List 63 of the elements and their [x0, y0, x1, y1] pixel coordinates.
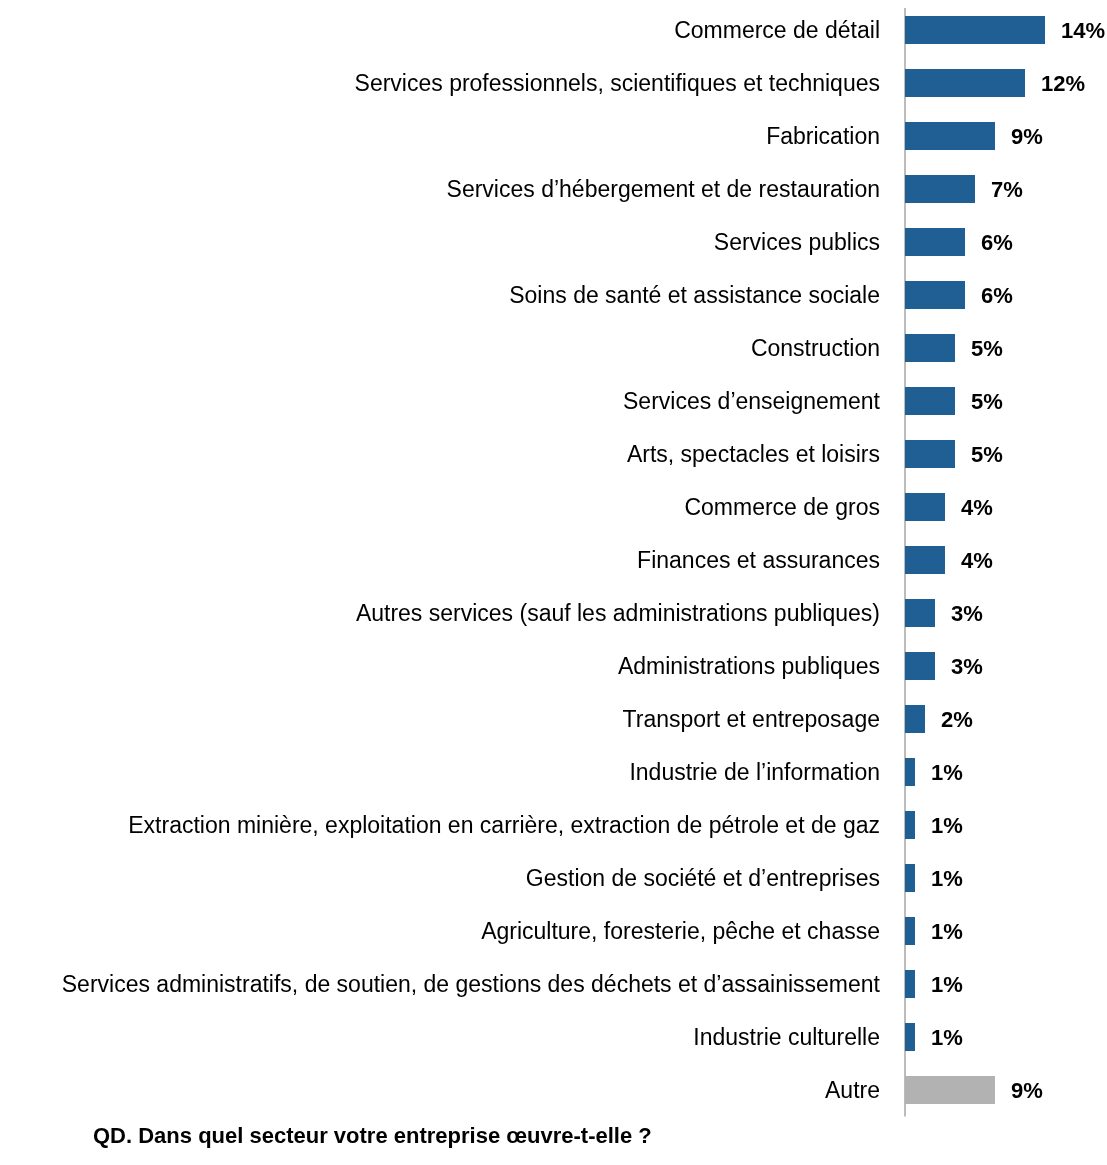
y-tick-label: Commerce de détail: [674, 17, 880, 43]
data-label: 6%: [981, 229, 1013, 255]
data-label: 7%: [991, 176, 1023, 202]
y-tick-label: Industrie de l’information: [629, 759, 880, 785]
y-tick-label: Arts, spectacles et loisirs: [626, 441, 880, 467]
y-tick-label: Services administratifs, de soutien, de gestions des déchets et d’assainissement: [61, 971, 881, 997]
bar: [905, 705, 925, 733]
data-label: 4%: [961, 547, 993, 573]
y-tick-label: Finances et assurances: [637, 547, 880, 573]
bar: [905, 546, 945, 574]
y-tick-label: Services publics: [713, 229, 880, 255]
data-label: 9%: [1011, 123, 1043, 149]
data-label: 5%: [971, 441, 1003, 467]
data-label: 1%: [931, 812, 963, 838]
bar: [905, 175, 975, 203]
data-label: 5%: [971, 335, 1003, 361]
y-tick-label: Autres services (sauf les administrations publiques): [355, 600, 880, 626]
y-tick-label: Gestion de société et d’entreprises: [525, 865, 880, 891]
bar: [905, 599, 935, 627]
y-tick-label: Services professionnels, scientifiques et techniques: [354, 70, 880, 96]
bar: [905, 758, 915, 786]
data-label: 1%: [931, 1024, 963, 1050]
data-label: 5%: [971, 388, 1003, 414]
bar: [905, 1023, 915, 1051]
bar: [905, 122, 995, 150]
y-tick-label: Industrie culturelle: [693, 1024, 880, 1050]
y-tick-label: Transport et entreposage: [622, 706, 880, 732]
bar: [905, 811, 915, 839]
data-label: 6%: [981, 282, 1013, 308]
bar: [905, 16, 1045, 44]
data-label: 2%: [941, 706, 973, 732]
bar: [905, 387, 955, 415]
data-label: 12%: [1041, 70, 1086, 96]
bar: [905, 652, 935, 680]
bar: [905, 228, 965, 256]
bar: [905, 440, 955, 468]
y-tick-label: Autre: [825, 1077, 880, 1103]
data-label: 1%: [931, 865, 963, 891]
bar: [905, 493, 945, 521]
data-label: 14%: [1061, 17, 1106, 43]
bar: [905, 970, 915, 998]
bar: [905, 334, 955, 362]
data-label: 3%: [951, 600, 983, 626]
y-tick-label: Soins de santé et assistance sociale: [509, 282, 880, 308]
y-tick-label: Agriculture, foresterie, pêche et chasse: [481, 918, 880, 944]
data-label: 3%: [951, 653, 983, 679]
text: QD. Dans quel secteur votre entreprise œuvre-t-elle ?: [93, 1123, 652, 1148]
data-label: 9%: [1011, 1077, 1043, 1103]
y-tick-label: Commerce de gros: [684, 494, 880, 520]
bar: [905, 864, 915, 892]
data-label: 1%: [931, 918, 963, 944]
y-tick-label: Fabrication: [766, 123, 880, 149]
y-tick-label: Services d’enseignement: [623, 388, 881, 414]
data-label: 4%: [961, 494, 993, 520]
data-label: 1%: [931, 759, 963, 785]
y-tick-label: Administrations publiques: [617, 653, 880, 679]
bar: [905, 69, 1025, 97]
data-label: 1%: [931, 971, 963, 997]
y-tick-label: Extraction minière, exploitation en carrière, extraction de pétrole et de gaz: [128, 812, 880, 838]
y-tick-label: Services d’hébergement et de restauration: [446, 176, 880, 202]
bar: [905, 281, 965, 309]
bar: [905, 917, 915, 945]
y-tick-label: Construction: [750, 335, 880, 361]
